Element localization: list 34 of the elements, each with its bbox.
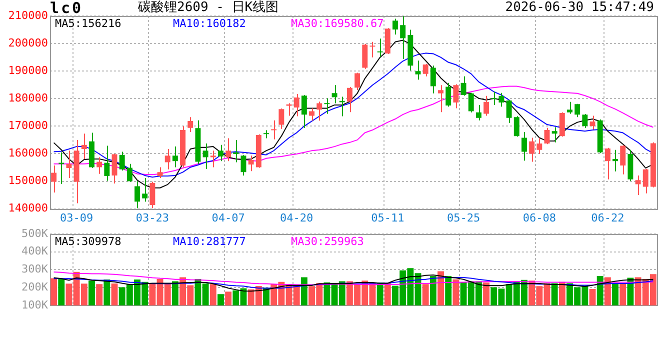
- candlestick: [635, 174, 641, 196]
- y-tick-label: 500K: [22, 226, 48, 240]
- y-tick-label: 200000: [8, 36, 48, 50]
- chart-title: 碳酸锂2609 - 日K线图: [138, 0, 279, 16]
- candlestick: [332, 84, 338, 104]
- text: 2026-06-30 15:47:49: [505, 0, 654, 16]
- x-tick-label: 05-25: [446, 211, 480, 224]
- x-tick-label: 04-07: [212, 211, 245, 224]
- text: MA5:309978: [55, 234, 122, 248]
- candlestick: [567, 101, 572, 114]
- y-tick-label: 190000: [8, 64, 48, 77]
- text: MA5:156216: [55, 16, 122, 30]
- y-tick-label: 140000: [8, 202, 48, 215]
- x-tick-label: 05-11: [371, 211, 404, 224]
- x-tick-label: 04-20: [280, 211, 314, 224]
- text: MA10:281777: [173, 234, 246, 248]
- y-tick-label: 210000: [8, 8, 48, 22]
- y-tick-label: 160000: [8, 146, 48, 160]
- candlestick: [210, 150, 216, 168]
- x-tick-label: 03-09: [60, 211, 94, 224]
- text: MA10:160182: [173, 16, 246, 30]
- y-tick-label: 170000: [8, 119, 48, 132]
- y-tick-label: 400K: [22, 244, 48, 258]
- y-tick-label: 200K: [22, 280, 48, 294]
- y-tick-label: 180000: [8, 91, 48, 104]
- y-tick-label: 100K: [22, 298, 48, 312]
- y-tick-label: 150000: [8, 174, 48, 188]
- annotation: lc0: [50, 0, 84, 17]
- x-tick-label: 03-23: [136, 211, 169, 224]
- text: MA30:169580.67: [291, 16, 384, 30]
- y-tick-label: 300K: [22, 262, 48, 276]
- text: MA30:259963: [291, 234, 364, 248]
- x-tick-label: 06-08: [522, 211, 556, 224]
- x-tick-label: 06-22: [591, 211, 624, 224]
